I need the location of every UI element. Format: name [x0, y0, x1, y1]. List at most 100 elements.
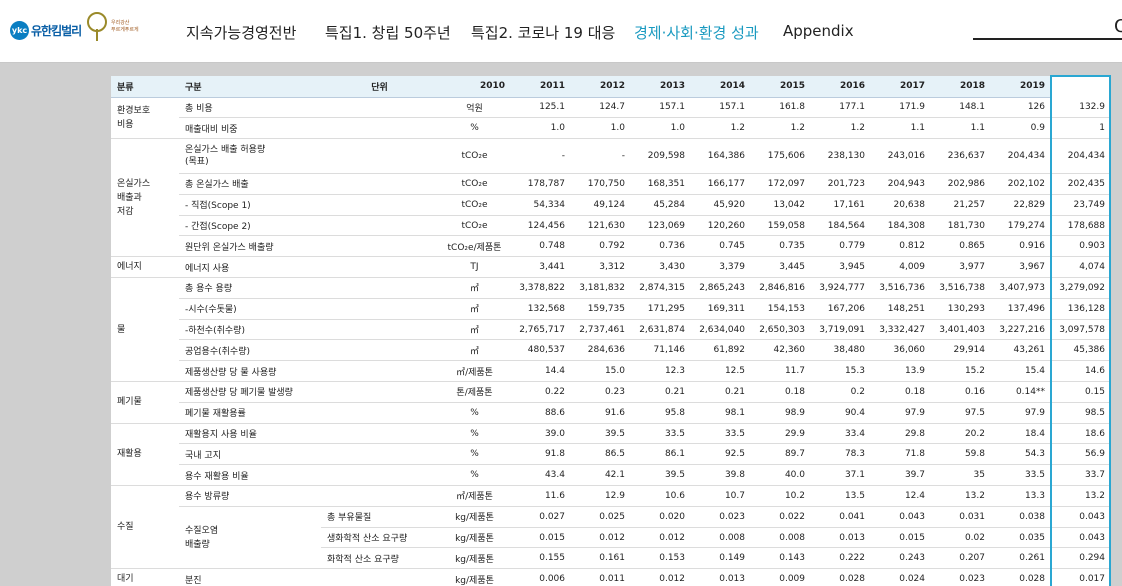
item-cell: 원단위 온실가스 배출량 — [179, 235, 438, 258]
category-cell: 에너지 — [111, 256, 179, 279]
unit-cell: ㎥/제품톤 — [438, 360, 511, 383]
table-cell-value: 35 — [931, 464, 991, 487]
table-row: 대기 분진 kg/제품톤 0.006 0.011 0.012 0.013 0.009 0.028… — [111, 568, 1111, 586]
table-cell-value: - — [511, 138, 571, 175]
table-cell-value: 3,445 — [751, 256, 811, 279]
table-cell-value: 0.043 — [871, 506, 931, 528]
table-cell-value: 3,378,822 — [511, 277, 571, 299]
table-cell-value: 33.7 — [1051, 464, 1111, 487]
table-cell-value: 0.028 — [991, 568, 1051, 586]
table-cell-value: 2,650,303 — [751, 319, 811, 341]
unit-cell: ㎥ — [438, 277, 511, 299]
table-cell-value: 78.3 — [811, 443, 871, 466]
item-cell: 총 부유물질 — [321, 506, 438, 528]
column-header: 2010 — [438, 76, 511, 98]
table-cell-value: 13.3 — [991, 485, 1051, 507]
item-cell: 폐기물 재활용률 — [179, 402, 438, 424]
table-row: -하천수(취수량) ㎥ 2,765,717 2,737,461 2,631,874 2,6… — [111, 319, 1111, 341]
item-cell: 용수 재활용 비율 — [179, 464, 438, 487]
table-cell-value: 10.6 — [631, 485, 691, 507]
table-cell-value: 179,274 — [991, 215, 1051, 237]
table-cell-value: 37.1 — [811, 464, 871, 487]
item-cell: 매출대비 비중 — [179, 117, 438, 140]
table-cell-value: 39.8 — [691, 464, 751, 487]
table-cell-value: 97.9 — [991, 402, 1051, 424]
table-cell-value: 3,977 — [931, 256, 991, 279]
nav-item-performance[interactable]: 경제·사회·환경 성과 — [634, 24, 759, 42]
table-cell-value: 40.0 — [751, 464, 811, 487]
table-cell-value: 45,920 — [691, 194, 751, 216]
table-cell-value: 15.2 — [931, 360, 991, 383]
table-cell-value: 4,074 — [1051, 256, 1111, 279]
item-cell: 국내 고지 — [179, 443, 438, 466]
table-cell-value: 130,293 — [931, 298, 991, 320]
table-cell-value: 0.015 — [871, 527, 931, 549]
category-cell: 대기 — [111, 568, 179, 586]
table-cell-value: 42,360 — [751, 339, 811, 362]
table-cell-value: 13.2 — [931, 485, 991, 507]
table-cell-value: 11.7 — [751, 360, 811, 383]
table-cell-value: 61,892 — [691, 339, 751, 362]
table-cell-value: 178,688 — [1051, 215, 1111, 237]
unit-cell: kg/제품톤 — [438, 506, 511, 528]
table-cell-value: 0.23 — [571, 381, 631, 403]
nav-item-sustainability[interactable]: 지속가능경영전반 — [186, 24, 297, 42]
table-row: 매출대비 비중% 1.0 1.0 1.0 1.2 1.2 1.2 1.1 1.1 0.9 1 — [111, 117, 1111, 140]
table-cell-value: 0.043 — [1051, 506, 1111, 528]
table-cell-value: 0.02 — [931, 527, 991, 549]
table-cell-value: 17,161 — [811, 194, 871, 216]
table-cell-value: 15.3 — [811, 360, 871, 383]
data-table-panel: 분류 구분 단위 2010 2011 2012 2013 2014 2015 2016 2017 20… — [111, 76, 1111, 586]
column-header: 2014 — [691, 76, 751, 98]
table-cell-value: 125.1 — [511, 97, 571, 119]
table-cell-value: 12.9 — [571, 485, 631, 507]
table-row: 수질오염 배출량 총 부유물질 kg/제품톤 0.027 0.025 0.020 0.023… — [111, 506, 1111, 570]
table-cell-value: 0.028 — [811, 568, 871, 586]
table-cell-value: 39.0 — [511, 423, 571, 445]
table-cell-value: 33.4 — [811, 423, 871, 445]
table-cell-value: 136,128 — [1051, 298, 1111, 320]
table-cell-value: 132,568 — [511, 298, 571, 320]
table-row: 생화학적 산소 요구량 kg/제품톤 0.015 0.012 0.012 0.008 0.0… — [111, 527, 1111, 549]
search-icon[interactable]: Q — [1114, 16, 1122, 37]
table-cell-value: 154,153 — [751, 298, 811, 320]
table-cell-value: 38,480 — [811, 339, 871, 362]
table-cell-value: 0.736 — [631, 235, 691, 258]
table-cell-value: 92.5 — [691, 443, 751, 466]
table-cell-value: 49,124 — [571, 194, 631, 216]
table-cell-value: 97.5 — [931, 402, 991, 424]
table-cell-value: 0.015 — [511, 527, 571, 549]
table-cell-value: 54,334 — [511, 194, 571, 216]
table-cell-value: 1.2 — [751, 117, 811, 140]
table-cell-value: 172,097 — [751, 173, 811, 195]
table-cell-value: 3,516,738 — [931, 277, 991, 299]
table-cell-value: 20.2 — [931, 423, 991, 445]
search-input[interactable] — [973, 38, 1122, 40]
unit-cell: tCO₂e — [438, 173, 511, 195]
table-cell-value: 43,261 — [991, 339, 1051, 362]
table-cell-value: 159,735 — [571, 298, 631, 320]
table-row: 온실가스 배출과 저감 온실가스 배출 허용량 (목표) tCO₂e - -209,59… — [111, 138, 1111, 258]
item-cell: 제품생산량 당 물 사용량 — [179, 360, 438, 383]
table-cell-value: 202,986 — [931, 173, 991, 195]
table-row: 폐기물 제품생산량 당 폐기물 발생량 톤/제품톤 0.22 0.23 0.21 0.21 0… — [111, 381, 1111, 424]
nav-item-feature-50th[interactable]: 특집1. 창립 50주년 — [325, 24, 451, 42]
table-cell-value: 0.745 — [691, 235, 751, 258]
yuhan-kimberly-logo[interactable]: ykc 유한킴벌리 — [10, 18, 82, 42]
environment-performance-table: 분류 구분 단위 2010 2011 2012 2013 2014 2015 2016 2017 20… — [111, 76, 1111, 586]
table-cell-value: 3,407,973 — [991, 277, 1051, 299]
table-cell-value: 0.012 — [571, 527, 631, 549]
nav-item-appendix[interactable]: Appendix — [783, 22, 854, 40]
table-cell-value: 10.2 — [751, 485, 811, 507]
table-cell-value: 15.4 — [991, 360, 1051, 383]
table-body: 환경보호 비용 총 비용 억원 125.1 124.7 157.1 157.1 161.8 17… — [111, 97, 1111, 586]
table-cell-value: 0.022 — [751, 506, 811, 528]
table-row: 환경보호 비용 총 비용 억원 125.1 124.7 157.1 157.1 161.8 17… — [111, 97, 1111, 140]
table-row: 제품생산량 당 물 사용량 ㎥/제품톤 14.4 15.0 12.3 12.5 11.7 15… — [111, 360, 1111, 383]
table-cell-value: 71,146 — [631, 339, 691, 362]
table-cell-value: 0.22 — [511, 381, 571, 403]
nav-item-feature-covid[interactable]: 특집2. 코로나 19 대응 — [471, 24, 616, 42]
logo-mark-icon: ykc — [10, 20, 29, 40]
table-cell-value: 0.024 — [871, 568, 931, 586]
column-header: 2015 — [751, 76, 811, 98]
